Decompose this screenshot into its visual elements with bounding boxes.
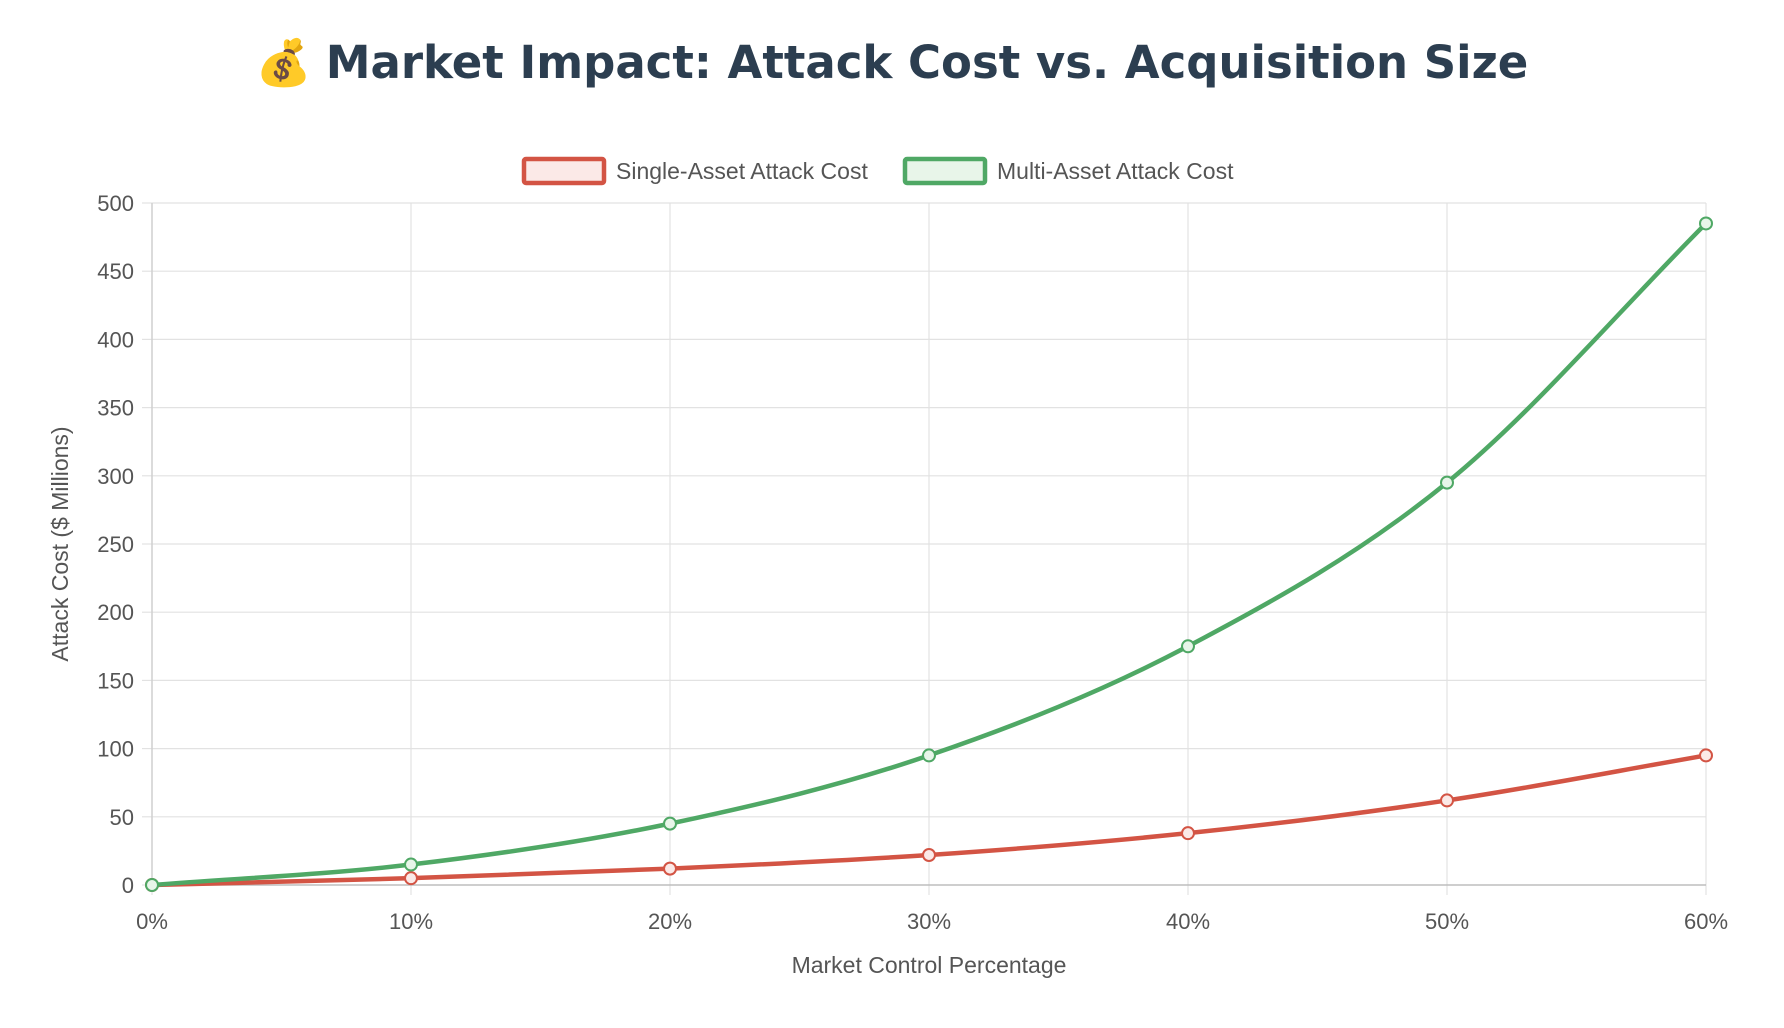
legend-swatch-multi-asset	[902, 156, 988, 186]
y-tick-label: 350	[97, 396, 134, 421]
x-tick-label: 50%	[1425, 909, 1469, 934]
y-tick-label: 300	[97, 464, 134, 489]
data-point-multi-asset	[1699, 216, 1713, 231]
y-tick-label: 100	[97, 737, 134, 762]
money-bag-icon: 💰	[255, 36, 312, 89]
data-point-single-asset	[922, 847, 936, 862]
data-point-multi-asset	[1181, 639, 1195, 654]
legend-label-single-asset: Single-Asset Attack Cost	[616, 158, 868, 184]
y-tick-label: 50	[110, 805, 134, 830]
data-point-multi-asset	[404, 857, 418, 872]
data-point-single-asset	[1181, 826, 1195, 841]
data-point-single-asset	[1699, 748, 1713, 763]
x-tick-label: 60%	[1684, 909, 1728, 934]
y-tick-label: 200	[97, 600, 134, 625]
series-multi-asset	[145, 216, 1713, 892]
data-point-single-asset	[1440, 793, 1454, 808]
y-tick-label: 150	[97, 668, 134, 693]
y-tick-label: 0	[122, 873, 134, 898]
legend-label-multi-asset: Multi-Asset Attack Cost	[997, 158, 1234, 184]
data-point-multi-asset	[1440, 475, 1454, 490]
y-tick-label: 400	[97, 327, 134, 352]
x-tick-label: 20%	[648, 909, 692, 934]
data-point-multi-asset	[145, 878, 159, 892]
x-axis-title: Market Control Percentage	[792, 952, 1067, 978]
y-tick-label: 250	[97, 532, 134, 557]
data-point-multi-asset	[922, 748, 936, 763]
chart-title-text: Market Impact: Attack Cost vs. Acquisiti…	[325, 36, 1529, 89]
x-tick-label: 30%	[907, 909, 951, 934]
chart-title: 💰 Market Impact: Attack Cost vs. Acquisit…	[0, 36, 1784, 89]
data-point-single-asset	[404, 871, 418, 886]
legend-swatch-single-asset	[521, 156, 607, 186]
y-tick-label: 500	[97, 191, 134, 216]
x-tick-label: 10%	[389, 909, 433, 934]
grid-lines	[142, 202, 1707, 895]
data-point-multi-asset	[663, 816, 677, 831]
legend: Single-Asset Attack Cost Multi-Asset Atta…	[521, 156, 1234, 186]
y-tick-label: 450	[97, 259, 134, 284]
tick-labels: 0 50 100 150 200 250 300 350 400 450 500 0% 10% 20% 30…	[97, 191, 1728, 934]
y-axis-title: Attack Cost ($ Millions)	[47, 426, 73, 661]
x-tick-label: 0%	[136, 909, 168, 934]
data-point-single-asset	[663, 861, 677, 876]
series-lines	[145, 216, 1713, 892]
x-tick-label: 40%	[1166, 909, 1210, 934]
